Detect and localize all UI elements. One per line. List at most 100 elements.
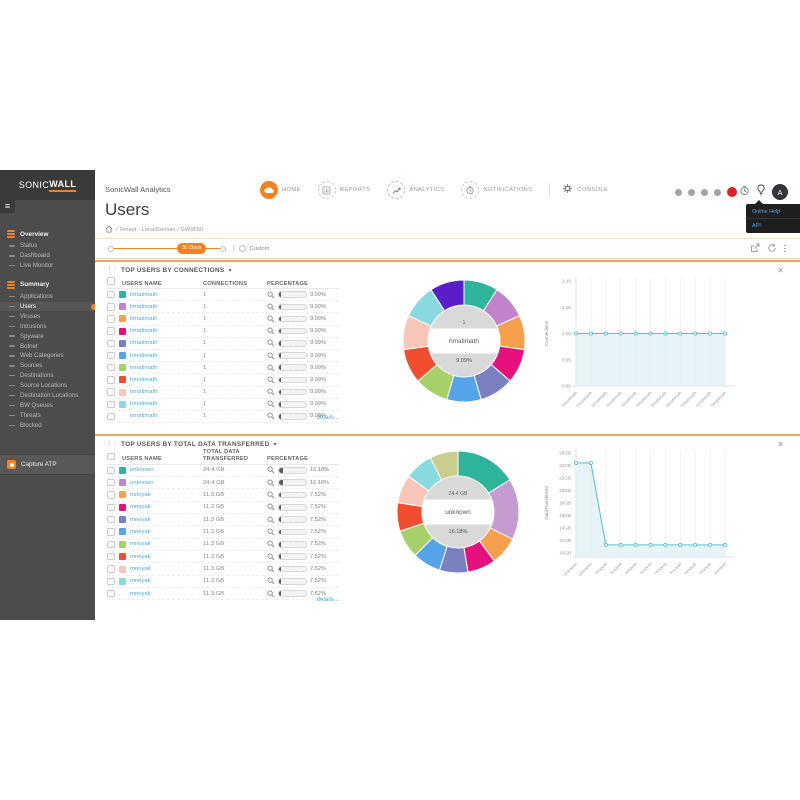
sidebar-item-viruses[interactable]: Viruses xyxy=(0,311,95,321)
nav-home[interactable]: HOME xyxy=(260,181,301,199)
sidebar-item-capture-atp[interactable]: Capture ATP xyxy=(0,454,95,475)
sidebar-item-blocked[interactable]: Blocked xyxy=(0,420,95,430)
sidebar-item-source-locations[interactable]: Source Locations xyxy=(0,381,95,391)
row-checkbox[interactable] xyxy=(107,351,115,360)
magnifier-icon[interactable] xyxy=(267,303,275,311)
magnifier-icon[interactable] xyxy=(267,516,275,524)
magnifier-icon[interactable] xyxy=(267,590,275,598)
row-checkbox[interactable] xyxy=(107,290,115,299)
row-checkbox[interactable] xyxy=(107,466,115,475)
row-checkbox[interactable] xyxy=(107,327,115,335)
details-link[interactable]: details... xyxy=(316,415,339,421)
custom-range-radio[interactable] xyxy=(238,245,246,252)
sidebar-item-destinations[interactable]: Destinations xyxy=(0,371,95,381)
user-link[interactable]: hmatimath xyxy=(130,413,158,420)
sidebar-item-bw-queues[interactable]: BW Queues xyxy=(0,400,95,410)
app-dot-icon-2[interactable] xyxy=(688,188,695,196)
nav-reports[interactable]: REPORTS xyxy=(317,181,370,199)
user-link[interactable]: mnoyak xyxy=(130,516,151,523)
close-panel-icon[interactable]: ✕ xyxy=(777,440,784,449)
row-checkbox[interactable] xyxy=(107,503,115,512)
row-checkbox[interactable] xyxy=(107,388,115,396)
sidebar-item-status[interactable]: Status xyxy=(0,241,95,251)
home-breadcrumb-icon[interactable] xyxy=(105,225,113,235)
magnifier-icon[interactable] xyxy=(267,376,275,384)
user-link[interactable]: mnoyak xyxy=(130,541,151,548)
user-link[interactable]: hmatimath xyxy=(130,328,158,335)
row-checkbox[interactable] xyxy=(107,540,115,549)
magnifier-icon[interactable] xyxy=(267,540,275,548)
user-link[interactable]: hmatimath xyxy=(130,352,158,359)
row-checkbox[interactable] xyxy=(107,577,115,586)
nav-analytics[interactable]: ANALYTICS xyxy=(387,181,444,199)
magnifier-icon[interactable] xyxy=(267,577,275,585)
row-checkbox[interactable] xyxy=(107,589,115,598)
magnifier-icon[interactable] xyxy=(267,351,275,360)
magnifier-icon[interactable] xyxy=(267,400,275,408)
tooltip-api[interactable]: API xyxy=(746,218,800,232)
user-link[interactable]: unknown xyxy=(130,479,154,486)
row-checkbox[interactable] xyxy=(107,491,115,499)
sidebar-toggle[interactable]: ≡ xyxy=(0,200,15,213)
notification-badge[interactable] xyxy=(727,187,737,197)
magnifier-icon[interactable] xyxy=(267,528,275,536)
user-link[interactable]: hmatimath xyxy=(130,401,158,408)
row-checkbox[interactable] xyxy=(107,565,115,573)
magnifier-icon[interactable] xyxy=(267,339,275,347)
user-link[interactable]: hmatimath xyxy=(130,340,158,347)
row-checkbox[interactable] xyxy=(107,412,115,421)
app-dot-icon-1[interactable] xyxy=(675,188,682,196)
magnifier-icon[interactable] xyxy=(267,491,275,499)
user-link[interactable]: mnoyak xyxy=(130,590,151,597)
sidebar-section-summary[interactable]: Summary xyxy=(0,278,95,292)
user-link[interactable]: hmatimath xyxy=(130,376,158,383)
magnifier-icon[interactable] xyxy=(267,315,275,323)
export-icon[interactable] xyxy=(750,240,760,258)
magnifier-icon[interactable] xyxy=(267,553,275,561)
slider-track-right[interactable] xyxy=(206,247,221,250)
close-panel-icon[interactable]: ✕ xyxy=(777,266,784,275)
user-link[interactable]: mnoyak xyxy=(130,528,151,535)
select-all-checkbox[interactable] xyxy=(107,452,119,463)
app-dot-icon-4[interactable] xyxy=(714,188,721,196)
sidebar-item-intrusions[interactable]: Intrusions xyxy=(0,321,95,331)
magnifier-icon[interactable] xyxy=(267,364,275,372)
select-all-checkbox[interactable] xyxy=(107,277,119,287)
user-link[interactable]: mnoyak xyxy=(130,504,151,511)
chevron-down-icon[interactable]: ▾ xyxy=(228,267,232,274)
user-link[interactable]: hmatimath xyxy=(130,303,158,310)
sidebar-item-users[interactable]: Users xyxy=(0,301,97,312)
slider-track[interactable] xyxy=(114,247,177,250)
row-checkbox[interactable] xyxy=(107,315,115,323)
magnifier-icon[interactable] xyxy=(267,503,275,511)
magnifier-icon[interactable] xyxy=(267,388,275,396)
row-checkbox[interactable] xyxy=(107,303,115,311)
magnifier-icon[interactable] xyxy=(267,565,275,573)
sidebar-item-destination-locations[interactable]: Destination Locations xyxy=(0,391,95,401)
user-link[interactable]: hmatimath xyxy=(130,389,158,396)
row-checkbox[interactable] xyxy=(107,552,115,561)
sidebar-section-overview[interactable]: Overview xyxy=(0,227,95,241)
magnifier-icon[interactable] xyxy=(267,291,275,299)
user-link[interactable]: mnoyak xyxy=(130,566,151,573)
alert-clock-icon[interactable] xyxy=(739,183,750,201)
sidebar-item-spyware[interactable]: Spyware xyxy=(0,331,95,341)
slider-handle-left[interactable] xyxy=(108,245,114,252)
time-range-badge[interactable]: 30 Days xyxy=(177,243,207,254)
sidebar-item-botnet[interactable]: Botnet xyxy=(0,341,95,351)
help-bulb-icon[interactable] xyxy=(756,183,766,201)
tooltip-online-help[interactable]: Online Help xyxy=(752,208,781,215)
user-link[interactable]: hmatimath xyxy=(130,315,158,322)
user-link[interactable]: mnoyak xyxy=(130,553,151,560)
magnifier-icon[interactable] xyxy=(267,412,275,420)
more-options-icon[interactable] xyxy=(784,244,786,253)
row-checkbox[interactable] xyxy=(107,376,115,384)
user-avatar[interactable]: A xyxy=(772,184,788,200)
sidebar-item-applications[interactable]: Applications xyxy=(0,292,95,302)
nav-console[interactable]: CONSOLE xyxy=(562,181,608,199)
user-link[interactable]: unknown xyxy=(130,467,154,474)
sidebar-item-sources[interactable]: Sources xyxy=(0,361,95,371)
magnifier-icon[interactable] xyxy=(267,466,275,474)
sidebar-item-web-categories[interactable]: Web Categories xyxy=(0,351,95,361)
row-checkbox[interactable] xyxy=(107,400,115,409)
